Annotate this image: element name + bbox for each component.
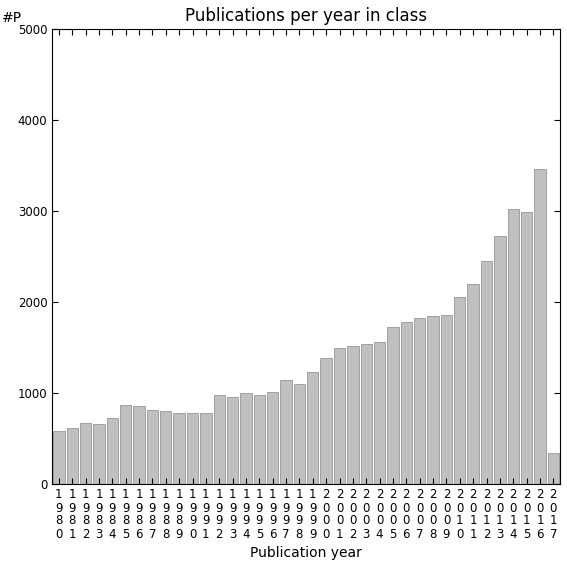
Bar (174, 413, 185, 484)
Bar (227, 397, 238, 484)
Bar (374, 342, 386, 484)
Bar (147, 411, 158, 484)
Bar (307, 372, 319, 484)
Bar (414, 318, 425, 484)
Bar (280, 380, 292, 484)
Bar (320, 358, 332, 484)
Bar (66, 428, 78, 484)
Y-axis label: #P: #P (2, 11, 22, 25)
Bar (294, 384, 305, 484)
Bar (334, 348, 345, 484)
Bar (120, 405, 132, 484)
Bar (494, 236, 506, 484)
Bar (200, 413, 211, 484)
Bar (387, 327, 399, 484)
Bar (428, 316, 439, 484)
Bar (240, 392, 252, 484)
Bar (53, 431, 65, 484)
Bar (347, 346, 358, 484)
Title: Publications per year in class: Publications per year in class (185, 7, 427, 25)
Bar (534, 169, 545, 484)
Bar (401, 322, 412, 484)
Bar (441, 315, 452, 484)
Bar (507, 209, 519, 484)
Bar (253, 395, 265, 484)
Bar (160, 411, 171, 484)
Bar (481, 261, 492, 484)
Bar (93, 424, 105, 484)
Bar (133, 406, 145, 484)
Bar (548, 452, 559, 484)
Bar (454, 297, 466, 484)
Bar (267, 392, 278, 484)
Bar (187, 413, 198, 484)
Bar (468, 284, 479, 484)
Bar (521, 213, 532, 484)
Bar (361, 344, 372, 484)
Bar (107, 418, 118, 484)
X-axis label: Publication year: Publication year (250, 546, 362, 560)
Bar (80, 423, 91, 484)
Bar (214, 395, 225, 484)
